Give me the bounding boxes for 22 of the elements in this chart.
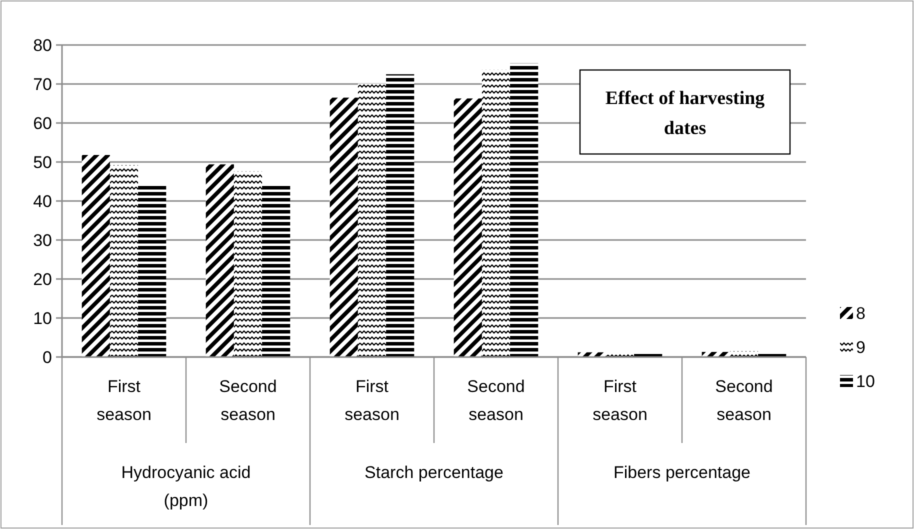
x-tick-label: Second season — [467, 377, 525, 424]
x-tick-label: First season — [96, 377, 152, 424]
text: Effect of harvesting dates — [605, 88, 766, 139]
y-tick-label: 80 — [33, 36, 52, 55]
y-tick-label: 20 — [33, 270, 52, 289]
y-tick-label: 40 — [33, 192, 52, 211]
y-tick-label: 30 — [33, 230, 52, 250]
text: Starch percentage — [364, 463, 504, 482]
x-tick-label: Second season — [219, 377, 277, 424]
x-tick-label: Second season — [715, 377, 773, 424]
y-tick-label: 70 — [33, 74, 52, 94]
y-tick-label: 0 — [42, 348, 52, 367]
y-tick-label: 60 — [33, 114, 52, 133]
x-tick-label: First season — [344, 377, 400, 424]
text: Fibers percentage — [613, 463, 751, 482]
legend-label: 9 — [856, 338, 866, 357]
legend-label: 8 — [856, 304, 866, 323]
text: Hydrocyanic acid (ppm) — [121, 463, 251, 510]
x-tick-label: First season — [592, 377, 648, 424]
y-tick-label: 10 — [33, 308, 52, 328]
legend-label: 10 — [856, 372, 875, 391]
y-tick-label: 50 — [33, 152, 52, 172]
